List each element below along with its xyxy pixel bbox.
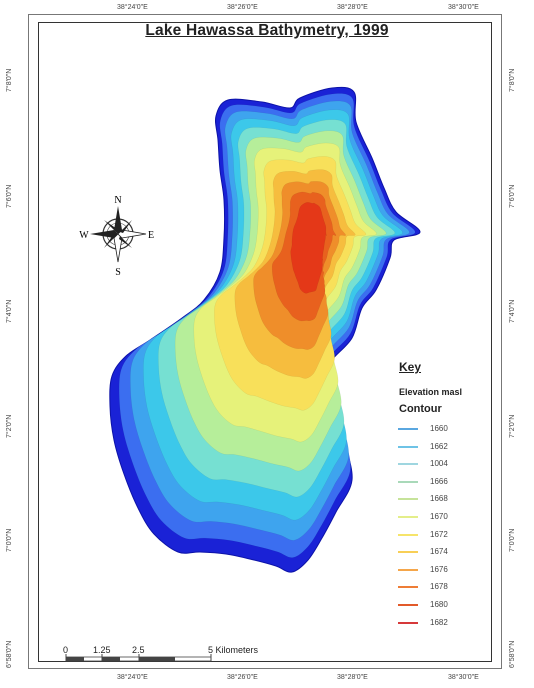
legend-swatch: [398, 533, 418, 536]
legend-label: 1662: [430, 441, 448, 451]
legend-swatch: [398, 445, 418, 448]
legend-swatch: [398, 568, 418, 571]
legend-swatch: [398, 586, 418, 589]
scale-label-1: 1.25: [93, 645, 111, 655]
legend-label: 1680: [430, 600, 448, 609]
legend-entry: 1680: [398, 600, 498, 610]
legend-swatch: [398, 551, 418, 554]
compass-s: S: [115, 267, 121, 278]
scale-bar: [65, 654, 212, 662]
legend-label: 1682: [430, 617, 448, 627]
legend-entry: 1668: [398, 494, 498, 504]
compass-rose-icon: N S E W: [79, 195, 154, 278]
legend-entry: 1676: [398, 565, 498, 575]
compass-w: W: [79, 230, 89, 241]
legend-swatch: [398, 498, 418, 501]
legend-label: 1676: [430, 564, 448, 574]
legend-entry: 1682: [398, 618, 498, 628]
legend-label: 1678: [430, 582, 448, 592]
scale-label-3: 5 Kilometers: [208, 645, 259, 655]
bottom-tick-3: 38°28'0"E: [337, 674, 368, 681]
legend-entry: 1674: [398, 547, 498, 557]
key-heading: Key: [399, 360, 422, 374]
legend-entry: 1672: [398, 530, 498, 540]
legend-label: 1004: [430, 459, 448, 469]
bottom-tick-2: 38°26'0"E: [227, 674, 258, 681]
key-subheading: Elevation masl: [399, 387, 463, 397]
legend-swatch: [398, 463, 418, 466]
map-outer-frame: [28, 14, 502, 669]
bottom-tick-4: 38°30'0"E: [448, 674, 479, 681]
top-tick-4: 38°30'0"E: [448, 4, 479, 11]
legend-entry: 1666: [398, 477, 498, 487]
compass-e: E: [148, 230, 154, 241]
legend-label: 1668: [430, 494, 448, 504]
key-contour-label: Contour: [399, 403, 442, 415]
legend-entry: 1662: [398, 442, 498, 452]
map-title: Lake Hawassa Bathymetry, 1999: [145, 22, 389, 39]
legend-entry: 1678: [398, 582, 498, 592]
legend-label: 1670: [430, 512, 448, 521]
legend-label: 1666: [430, 476, 448, 486]
top-tick-1: 38°24'0"E: [117, 4, 148, 11]
legend-swatch: [398, 516, 418, 518]
legend-entry: 1660: [398, 424, 498, 434]
legend-entry: 1670: [398, 512, 498, 522]
depth-contour-band: [290, 202, 327, 294]
lake-contours: [109, 86, 421, 573]
legend-label: 1672: [430, 529, 448, 539]
legend-label: 1660: [430, 424, 448, 433]
legend-label: 1674: [430, 547, 448, 557]
legend-swatch: [398, 480, 418, 483]
top-tick-2: 38°26'0"E: [227, 4, 258, 11]
legend-swatch: [398, 621, 418, 624]
scale-label-2: 2.5: [132, 645, 145, 655]
scale-label-0: 0: [63, 645, 69, 655]
top-tick-3: 38°28'0"E: [337, 4, 368, 11]
compass-n: N: [114, 195, 121, 206]
legend-entry: 1004: [398, 459, 498, 469]
legend-swatch: [398, 604, 418, 606]
bottom-tick-1: 38°24'0"E: [117, 674, 148, 681]
legend-swatch: [398, 428, 418, 430]
